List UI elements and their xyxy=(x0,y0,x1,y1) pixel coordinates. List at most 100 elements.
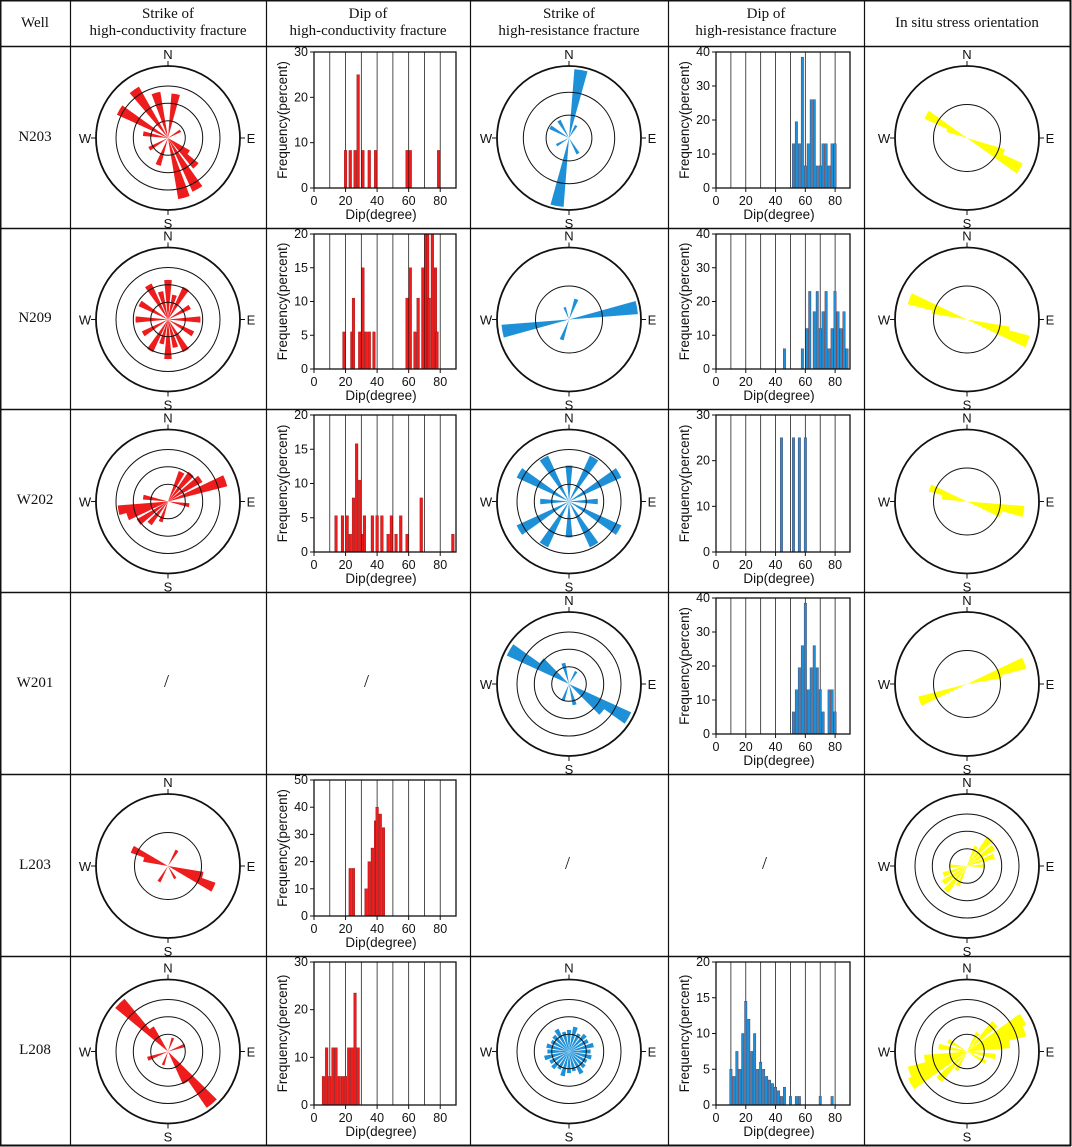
rose-petal xyxy=(566,1029,572,1052)
header-dip-hr-line2: high-resistance fracture xyxy=(695,23,837,39)
bar xyxy=(381,827,385,917)
x-tick-label: 0 xyxy=(713,558,720,572)
y-tick-label: 0 xyxy=(301,362,308,376)
compass-label-s: S xyxy=(164,398,173,413)
no-data-mark: / xyxy=(565,853,571,873)
y-tick-label: 10 xyxy=(294,882,308,896)
rose-petal xyxy=(168,866,216,892)
y-axis-label: Frequency(percent) xyxy=(677,975,692,1093)
rose-petal xyxy=(129,86,168,138)
bar xyxy=(340,515,344,553)
rose-petal xyxy=(142,494,168,502)
bar xyxy=(345,515,349,553)
rose-petal xyxy=(168,1037,175,1052)
rose-petal xyxy=(967,138,1023,174)
rose-diagram: N E S W xyxy=(480,961,657,1145)
chart-rose: N E S W xyxy=(79,775,256,959)
y-tick-label: 20 xyxy=(696,955,710,969)
bar xyxy=(792,437,795,553)
y-tick-label: 10 xyxy=(294,477,308,491)
y-tick-label: 0 xyxy=(703,1098,710,1112)
x-tick-label: 40 xyxy=(370,1111,384,1125)
header-dip-hc-line2: high-conductivity fracture xyxy=(289,23,447,39)
rose-petal xyxy=(168,866,204,879)
cell-dip-hc: 0 10 20 30 0 20 40 60 80 Dip(degree) Frequency(per… xyxy=(266,45,470,228)
compass-label-e: E xyxy=(648,677,657,692)
histogram: 0 10 20 30 40 0 20 40 60 80 Dip(degree) Frequency(p… xyxy=(677,45,851,222)
compass-label-e: E xyxy=(247,1045,256,1060)
bar xyxy=(364,331,368,370)
compass-label-e: E xyxy=(247,131,256,146)
rose-petal xyxy=(557,1051,569,1070)
bar xyxy=(328,1076,332,1106)
bar xyxy=(818,1096,822,1106)
y-tick-label: 10 xyxy=(294,295,308,309)
chart-bar: 0 10 20 30 40 50 0 20 40 60 80 Dip(degree) Frequency… xyxy=(275,773,457,950)
rose-ring xyxy=(132,102,204,174)
bar xyxy=(765,1076,769,1106)
bar xyxy=(771,1083,774,1106)
bar xyxy=(331,1047,335,1106)
cell-strike-hc: N E S W xyxy=(70,46,266,231)
rose-ring xyxy=(933,467,1001,536)
rose-diagram: N E S W xyxy=(480,229,657,413)
y-tick-label: 10 xyxy=(294,136,308,150)
bar xyxy=(845,348,849,370)
histogram: 0 10 20 30 40 50 0 20 40 60 80 Dip(degree) Frequency… xyxy=(275,773,457,950)
no-data-mark: / xyxy=(164,671,170,691)
cell-strike-hc: N E S W xyxy=(70,228,266,413)
compass-label-s: S xyxy=(565,1130,574,1145)
y-tick-label: 20 xyxy=(294,408,308,422)
rose-petal xyxy=(967,319,1010,335)
bar xyxy=(738,1069,742,1106)
rose-petal xyxy=(157,291,168,320)
rose-petal xyxy=(569,501,622,535)
rose-petal xyxy=(561,684,569,702)
rose-petal xyxy=(941,866,967,885)
rose-ring xyxy=(931,830,1003,902)
x-tick-label: 60 xyxy=(798,558,812,572)
compass-label-s: S xyxy=(963,216,972,231)
bar xyxy=(797,1096,801,1106)
compass-label-e: E xyxy=(1046,677,1055,692)
well-label: L203 xyxy=(19,856,51,873)
rose-diagram: N E S W xyxy=(79,411,256,595)
x-axis-label: Dip(degree) xyxy=(743,207,814,222)
y-tick-label: 5 xyxy=(301,328,308,342)
compass-label-n: N xyxy=(163,775,172,790)
histogram: 0 10 20 30 0 20 40 60 80 Dip(degree) Frequency(per… xyxy=(275,45,457,222)
y-tick-label: 20 xyxy=(696,659,710,673)
bar xyxy=(334,515,338,553)
bar xyxy=(353,150,357,189)
cell-strike-hr: N E S W xyxy=(470,956,668,1145)
bar xyxy=(815,667,819,735)
x-tick-label: 80 xyxy=(433,922,447,936)
bar xyxy=(809,667,813,735)
rose-petal xyxy=(560,1051,569,1077)
bar xyxy=(729,1069,733,1106)
bar xyxy=(827,689,831,735)
rose-petal xyxy=(141,319,168,337)
rose-petal xyxy=(142,131,168,138)
rose-petal xyxy=(147,319,168,353)
bar xyxy=(830,1096,834,1106)
rose-petal xyxy=(924,110,967,138)
header-dip-hc-line1: Dip of xyxy=(348,6,388,22)
cell-stress: N E S W xyxy=(864,409,1070,595)
x-tick-label: 40 xyxy=(769,375,783,389)
x-tick-label: 60 xyxy=(402,194,416,208)
compass-label-w: W xyxy=(79,859,92,874)
compass-label-e: E xyxy=(648,131,657,146)
bar xyxy=(378,813,382,917)
rose-ring xyxy=(949,1033,985,1070)
y-tick-label: 30 xyxy=(696,261,710,275)
cell-strike-hc: / xyxy=(70,592,266,774)
bar xyxy=(386,534,390,553)
compass-label-w: W xyxy=(79,131,92,146)
bar xyxy=(356,1047,360,1106)
rose-petal xyxy=(551,1051,569,1070)
bar xyxy=(800,645,804,735)
compass-label-w: W xyxy=(79,313,92,328)
rose-petals xyxy=(549,69,588,207)
rose-ring xyxy=(516,999,622,1104)
